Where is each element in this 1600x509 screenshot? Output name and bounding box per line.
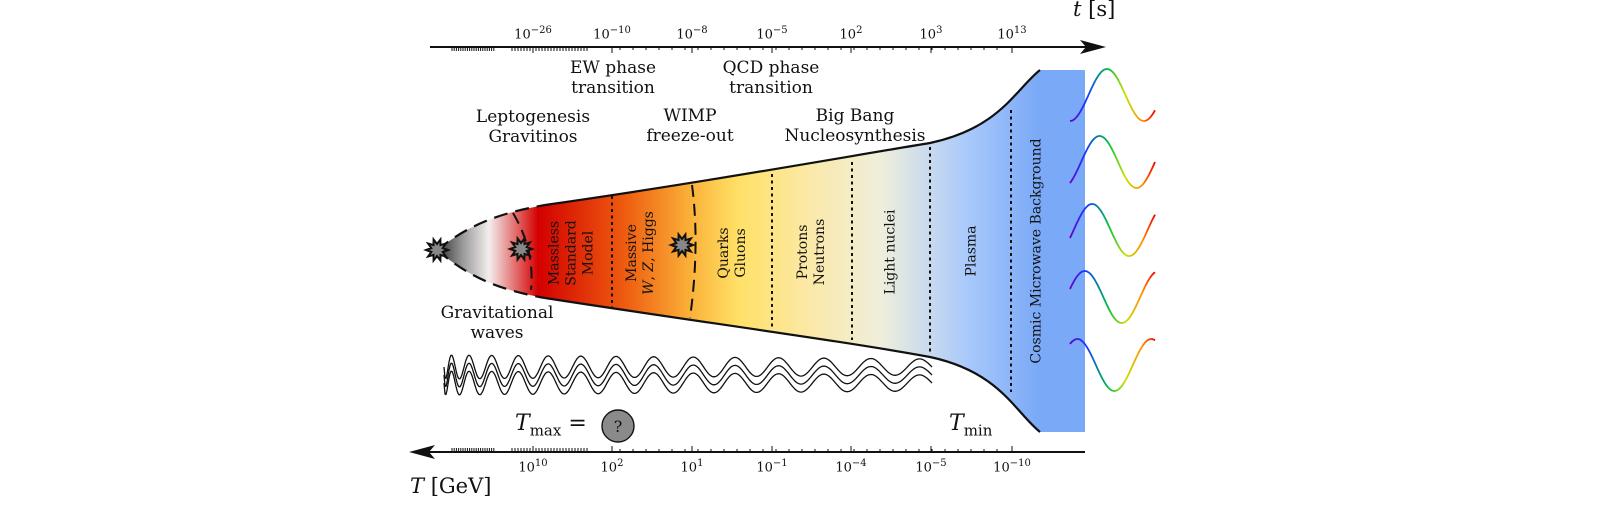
temperature-axis-title: T [GeV]	[410, 474, 492, 498]
big-bang-star-icon	[423, 236, 451, 264]
time-tick-label: 10−26	[514, 25, 552, 43]
gravitational-waves-label: Gravitational waves	[440, 303, 554, 343]
unknown-mark: ?	[614, 417, 623, 436]
temperature-tick-label: 101	[680, 458, 704, 476]
temperature-tick-label: 102	[600, 458, 624, 476]
time-tick-label: 103	[919, 25, 943, 43]
temperature-axis	[409, 445, 1085, 459]
unknown-tmax-circle	[601, 409, 635, 443]
time-tick-label: 1013	[997, 25, 1027, 43]
time-axis	[430, 40, 1106, 54]
tmax-label: Tmax =	[515, 411, 587, 440]
tmin-label: Tmin	[949, 411, 993, 440]
wimp-label: WIMP freeze-out	[646, 106, 734, 146]
ew-phase-label: EW phase transition	[569, 58, 657, 98]
massive-label: Massive W, Z, Higgs	[624, 211, 657, 295]
plasma-label: Plasma	[963, 225, 980, 277]
temperature-tick-label: 10−5	[915, 458, 947, 476]
temperature-tick-label: 10−4	[835, 458, 867, 476]
cmb-photon-waves	[1069, 68, 1156, 392]
light-nuclei-label: Light nuclei	[882, 209, 899, 295]
temperature-tick-label: 10−1	[756, 458, 788, 476]
protons-neutrons-label: Protons Neutrons	[795, 218, 828, 286]
qcd-star-icon	[668, 231, 696, 259]
ew-star-icon	[507, 235, 535, 263]
leptogenesis-label: Leptogenesis Gravitinos	[475, 107, 591, 147]
time-tick-label: 102	[839, 25, 863, 43]
cmb-band	[1040, 70, 1085, 432]
cmb-label: Cosmic Microwave Background	[1028, 138, 1045, 364]
time-tick-label: 10−5	[756, 25, 788, 43]
quarks-gluons-label: Quarks Gluons	[716, 227, 749, 279]
time-axis-title: t [s]	[1073, 0, 1116, 21]
massless-sm-label: Massless Standard Model	[546, 220, 597, 286]
time-tick-label: 10−8	[676, 25, 708, 43]
temperature-tick-label: 1010	[518, 458, 548, 476]
temperature-tick-label: 10−10	[993, 458, 1031, 476]
bbn-label: Big Bang Nucleosynthesis	[784, 106, 926, 146]
universe-funnel	[436, 69, 1085, 433]
gravitational-waves	[443, 354, 933, 396]
qcd-phase-label: QCD phase transition	[722, 58, 820, 98]
time-tick-label: 10−10	[593, 25, 631, 43]
